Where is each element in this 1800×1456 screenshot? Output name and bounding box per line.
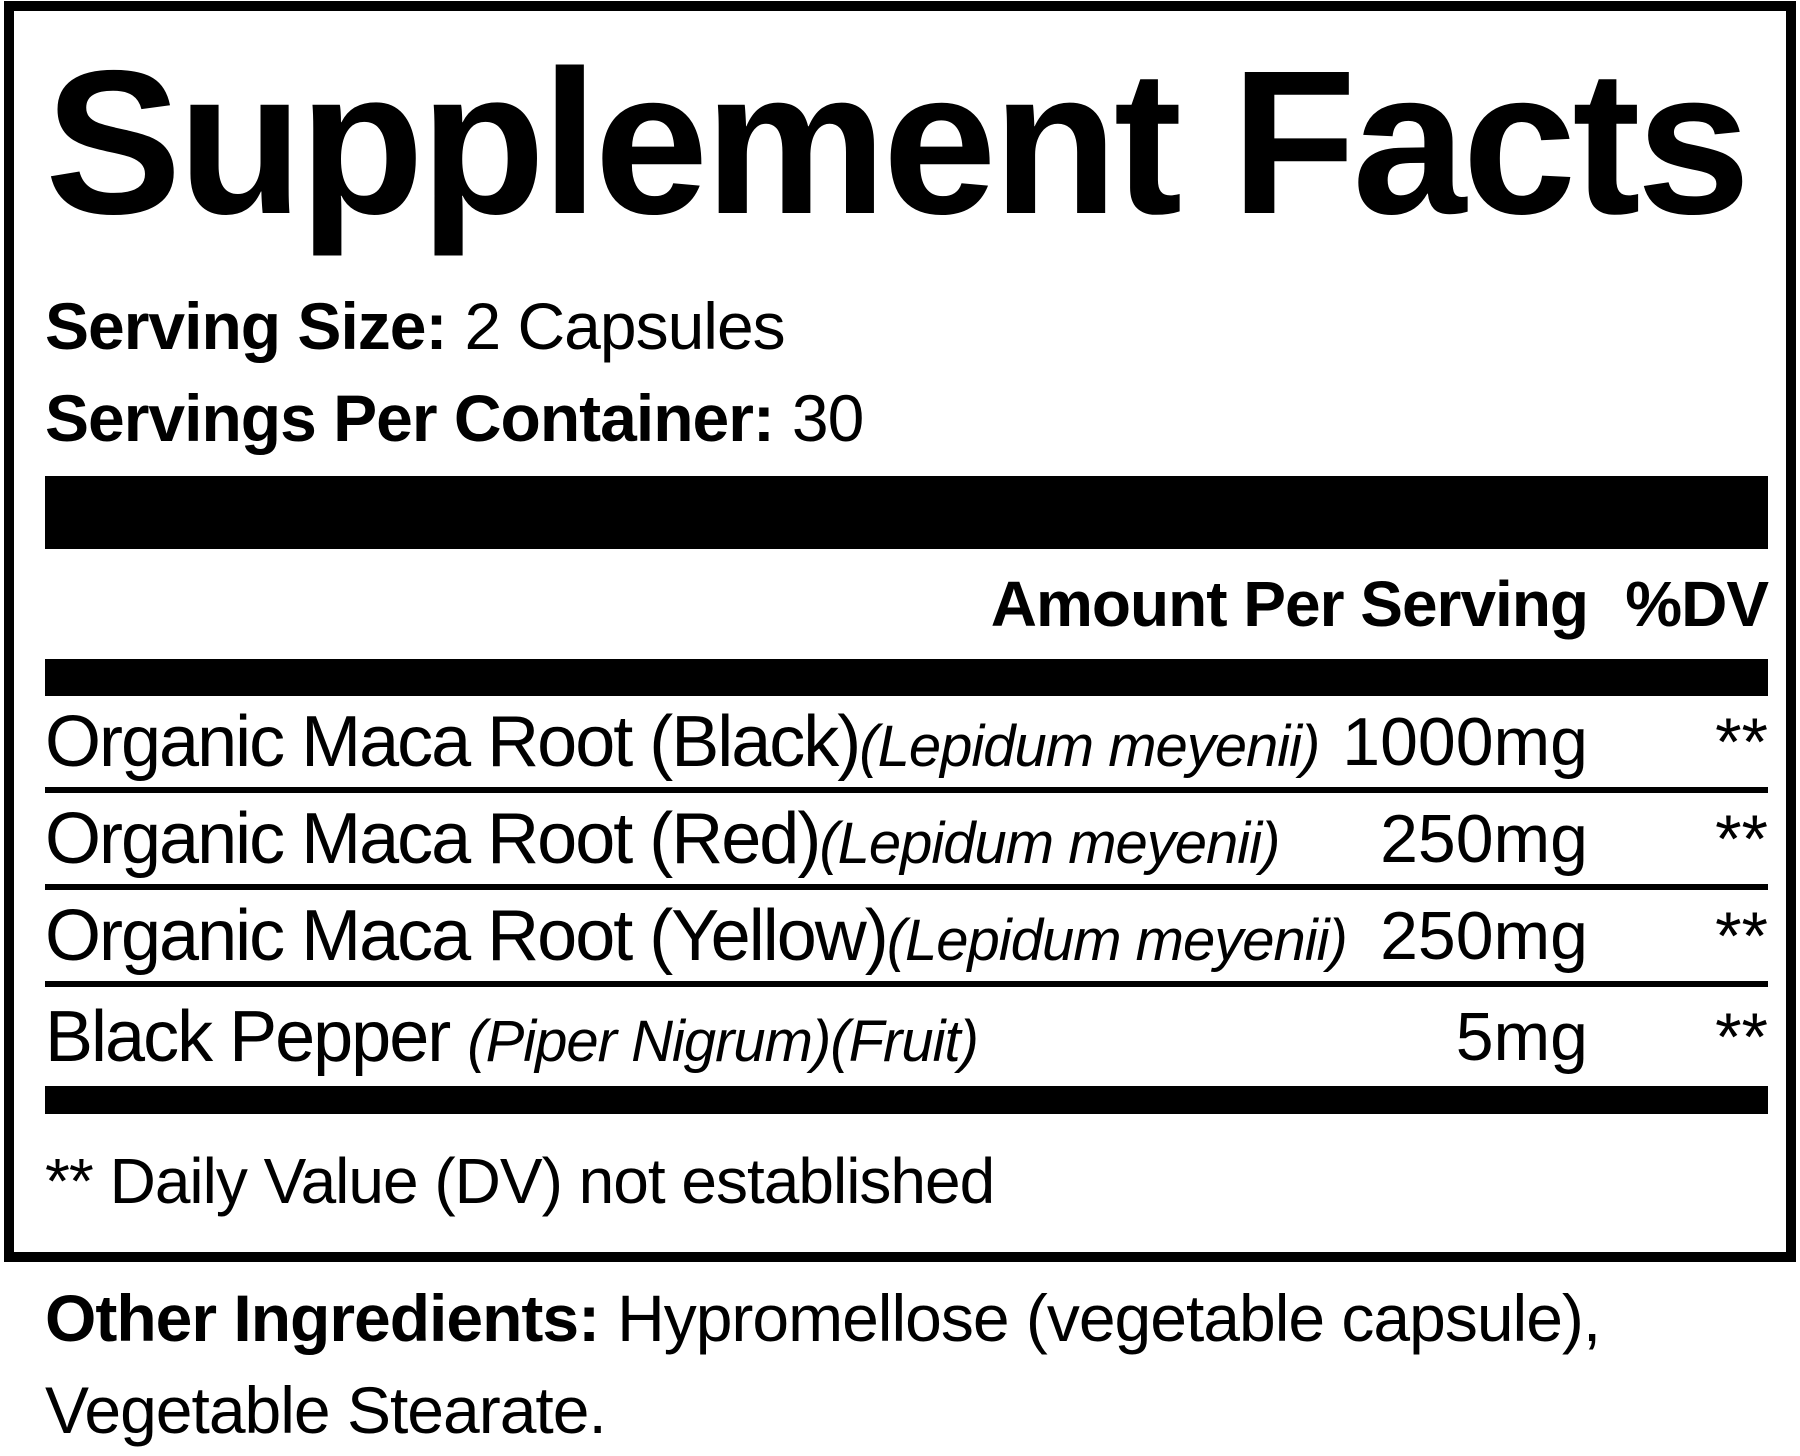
other-ingredients-label: Other Ingredients:: [45, 1281, 600, 1355]
ingredient-amount: 250mg: [1380, 800, 1588, 877]
other-ingredients-line1: Other Ingredients: Hypromellose (vegetabl…: [45, 1272, 1601, 1364]
panel-title: Supplement Facts: [45, 28, 1751, 257]
ingredient-row-black-pepper: Black Pepper (Piper Nigrum)(Fruit) 5mg *…: [45, 987, 1768, 1086]
other-ingredients-line2: Vegetable Stearate.: [45, 1373, 607, 1447]
panel-inner: Supplement Facts Serving Size: 2 Capsules…: [14, 11, 1786, 1252]
ingredient-latin-name: (Lepidum meyenii): [819, 810, 1280, 876]
divider-bar-header: [45, 659, 1768, 696]
servings-per-container-line: Servings Per Container: 30: [45, 372, 1768, 464]
ingredient-dv: **: [1715, 897, 1768, 974]
divider-bar-bottom: [45, 1086, 1768, 1114]
serving-size-line: Serving Size: 2 Capsules: [45, 280, 1768, 372]
ingredient-dv: **: [1715, 703, 1768, 780]
ingredient-name: Organic Maca Root (Black): [45, 701, 861, 782]
ingredient-amount: 5mg: [1455, 998, 1588, 1075]
serving-size-label: Serving Size:: [45, 289, 447, 363]
ingredient-row-maca-red: Organic Maca Root (Red)(Lepidum meyenii)…: [45, 793, 1768, 890]
dv-footnote: ** Daily Value (DV) not established: [45, 1145, 995, 1217]
serving-size-value: 2 Capsules: [464, 289, 785, 363]
ingredient-latin-name: (Lepidum meyenii): [859, 713, 1320, 779]
ingredient-name: Organic Maca Root (Yellow): [45, 895, 889, 976]
ingredient-latin-name: (Lepidum meyenii): [886, 907, 1348, 973]
ingredient-dv: **: [1715, 998, 1768, 1075]
ingredient-latin-name: (Piper Nigrum)(Fruit): [467, 1008, 979, 1074]
ingredient-amount: 1000mg: [1342, 703, 1588, 780]
ingredient-amount: 250mg: [1380, 897, 1588, 974]
ingredient-row-maca-black: Organic Maca Root (Black)(Lepidum meyeni…: [45, 696, 1768, 793]
supplement-facts-panel: Supplement Facts Serving Size: 2 Capsules…: [4, 1, 1796, 1262]
other-ingredients: Other Ingredients: Hypromellose (vegetabl…: [45, 1272, 1601, 1456]
dv-header: %DV: [1625, 568, 1769, 640]
other-ingredients-value: Hypromellose (vegetable capsule),: [617, 1281, 1601, 1355]
servings-per-container-label: Servings Per Container:: [45, 381, 775, 455]
amount-per-serving-header: Amount Per Serving: [990, 568, 1589, 640]
ingredient-name: Organic Maca Root (Red): [45, 798, 821, 879]
divider-bar-top: [45, 476, 1768, 549]
ingredient-row-maca-yellow: Organic Maca Root (Yellow)(Lepidum meyen…: [45, 890, 1768, 987]
ingredient-name: Black Pepper: [45, 996, 468, 1077]
serving-info: Serving Size: 2 Capsules Servings Per Con…: [45, 280, 1768, 464]
table-header: Amount Per Serving %DV: [45, 549, 1769, 659]
ingredient-dv: **: [1715, 800, 1768, 877]
servings-per-container-value: 30: [791, 381, 864, 455]
